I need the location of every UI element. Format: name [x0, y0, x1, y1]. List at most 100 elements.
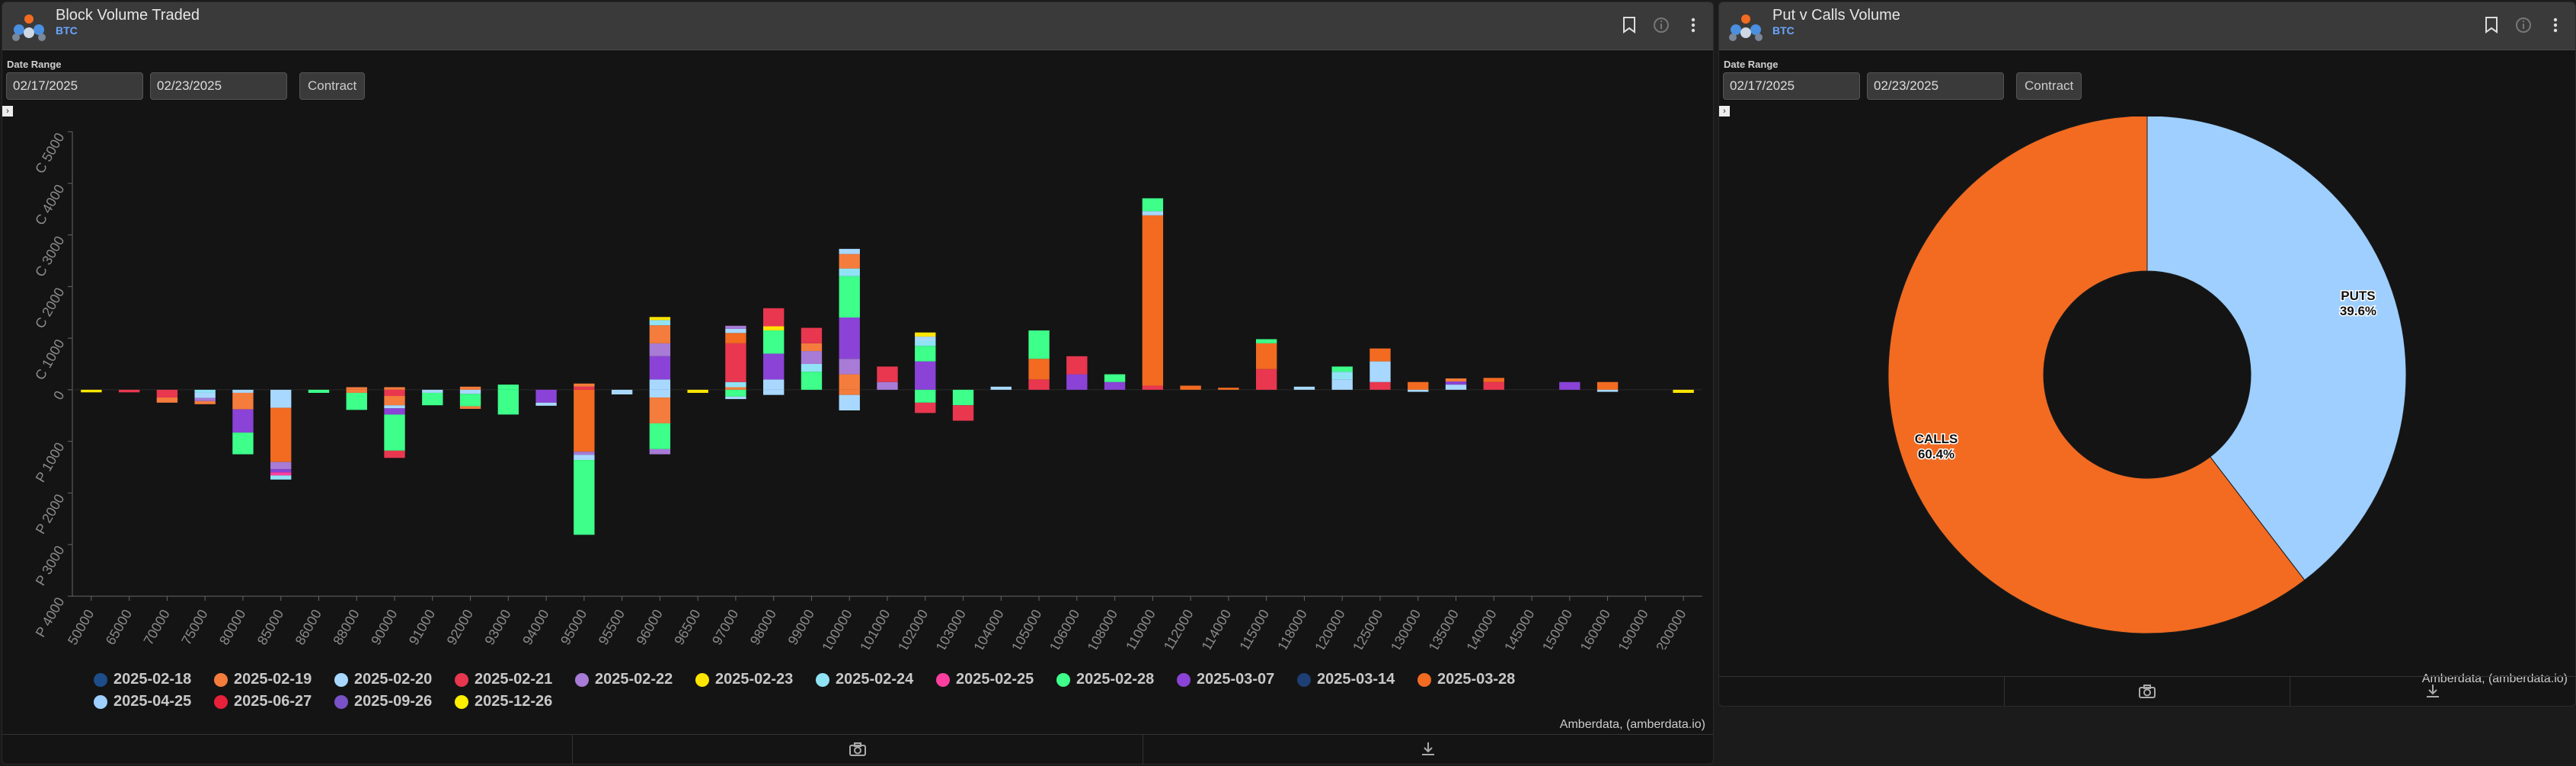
bar-segment-call[interactable]	[574, 383, 595, 387]
bar-segment-call[interactable]	[763, 353, 785, 380]
bar-segment-call[interactable]	[801, 364, 823, 372]
legend-item[interactable]: 2025-04-25	[94, 693, 214, 710]
bar-segment-call[interactable]	[915, 346, 936, 362]
bar-segment-call[interactable]	[839, 359, 860, 375]
bar-segment-put[interactable]	[763, 389, 785, 395]
bar-segment-put[interactable]	[346, 389, 367, 393]
bar-segment-call[interactable]	[839, 248, 860, 254]
end-date-input[interactable]	[150, 72, 287, 100]
bar-segment-call[interactable]	[649, 317, 671, 321]
legend-item[interactable]: 2025-03-28	[1417, 671, 1538, 688]
bar-segment-put[interactable]	[270, 389, 292, 408]
bar-segment-call[interactable]	[1218, 388, 1239, 390]
bar-segment-put[interactable]	[1408, 389, 1429, 392]
legend-item[interactable]: 2025-02-21	[455, 671, 575, 688]
bar-segment-put[interactable]	[459, 389, 481, 394]
bar-segment-call[interactable]	[649, 320, 671, 326]
bar-segment-call[interactable]	[839, 318, 860, 359]
bar-segment-put[interactable]	[194, 389, 216, 393]
donut-slice-calls[interactable]	[1887, 116, 2306, 634]
bar-segment-call[interactable]	[1445, 378, 1467, 382]
bar-segment-call[interactable]	[1142, 215, 1164, 386]
bar-segment-put[interactable]	[839, 394, 860, 410]
bar-segment-put[interactable]	[839, 389, 860, 395]
bar-segment-put[interactable]	[346, 392, 367, 410]
info-icon[interactable]	[1652, 16, 1670, 34]
legend-item[interactable]: 2025-02-23	[695, 671, 816, 688]
bar-segment-call[interactable]	[649, 343, 671, 356]
bar-segment-call[interactable]	[1028, 359, 1050, 380]
legend-item[interactable]: 2025-02-24	[816, 671, 936, 688]
collapse-toggle-icon[interactable]: ›	[1719, 106, 1730, 116]
bar-segment-call[interactable]	[1028, 379, 1050, 390]
bar-segment-call[interactable]	[1331, 372, 1353, 380]
collapse-toggle-icon[interactable]: ›	[2, 106, 13, 116]
bar-segment-call[interactable]	[915, 332, 936, 337]
bar-segment-put[interactable]	[384, 405, 405, 409]
bar-segment-call[interactable]	[725, 328, 746, 334]
bar-segment-put[interactable]	[308, 389, 330, 393]
camera-icon[interactable]	[573, 735, 1143, 764]
bar-segment-call[interactable]	[725, 325, 746, 329]
bar-segment-call[interactable]	[1066, 356, 1088, 375]
bar-segment-call[interactable]	[1596, 381, 1619, 390]
bar-segment-call[interactable]	[1408, 381, 1429, 390]
bar-segment-call[interactable]	[1142, 385, 1164, 390]
contract-button[interactable]: Contract	[2016, 72, 2082, 100]
camera-icon[interactable]	[2005, 677, 2290, 706]
bar-segment-call[interactable]	[725, 343, 746, 382]
bar-segment-call[interactable]	[1369, 361, 1391, 382]
bar-segment-call[interactable]	[763, 379, 785, 390]
bar-segment-call[interactable]	[1255, 343, 1277, 369]
bar-segment-call[interactable]	[1066, 374, 1088, 390]
bar-segment-put[interactable]	[574, 389, 595, 452]
bar-segment-call[interactable]	[801, 372, 823, 390]
bar-segment-call[interactable]	[763, 330, 785, 354]
bar-segment-put[interactable]	[574, 452, 595, 455]
bar-segment-call[interactable]	[839, 276, 860, 318]
bar-segment-call[interactable]	[1483, 381, 1504, 390]
more-vertical-icon[interactable]	[2546, 16, 2565, 34]
download-icon[interactable]	[2290, 677, 2575, 706]
bar-segment-call[interactable]	[839, 374, 860, 390]
bar-segment-call[interactable]	[990, 386, 1012, 390]
bar-segment-put[interactable]	[270, 407, 292, 462]
bar-segment-put[interactable]	[1673, 389, 1694, 393]
bar-segment-call[interactable]	[725, 387, 746, 390]
bar-segment-put[interactable]	[611, 389, 633, 394]
bar-segment-put[interactable]	[915, 402, 936, 413]
bar-segment-put[interactable]	[574, 455, 595, 461]
bar-segment-call[interactable]	[915, 340, 936, 346]
bar-segment-put[interactable]	[915, 389, 936, 403]
legend-item[interactable]: 2025-09-26	[334, 693, 455, 710]
bar-segment-call[interactable]	[1331, 366, 1353, 372]
bar-segment-put[interactable]	[270, 469, 292, 473]
bar-segment-call[interactable]	[763, 326, 785, 330]
donut-slice-puts[interactable]	[2146, 116, 2407, 581]
download-icon[interactable]	[1143, 735, 1713, 764]
bar-segment-call[interactable]	[839, 254, 860, 269]
bar-segment-put[interactable]	[384, 396, 405, 406]
bar-segment-call[interactable]	[725, 333, 746, 343]
bar-segment-call[interactable]	[1445, 381, 1467, 385]
bar-segment-call[interactable]	[497, 385, 519, 390]
bar-segment-call[interactable]	[801, 351, 823, 364]
bar-segment-put[interactable]	[156, 397, 178, 403]
bar-segment-call[interactable]	[1559, 381, 1580, 390]
bar-segment-put[interactable]	[725, 396, 746, 400]
bar-segment-call[interactable]	[1142, 198, 1164, 212]
bar-segment-call[interactable]	[1142, 211, 1164, 215]
bar-segment-call[interactable]	[839, 268, 860, 276]
legend-item[interactable]: 2025-02-19	[214, 671, 334, 688]
legend-item[interactable]: 2025-02-18	[94, 671, 214, 688]
legend-item[interactable]: 2025-03-14	[1297, 671, 1417, 688]
bar-segment-put[interactable]	[384, 450, 405, 458]
bar-segment-put[interactable]	[1596, 389, 1619, 392]
bar-segment-call[interactable]	[915, 337, 936, 341]
bar-segment-call[interactable]	[1180, 385, 1201, 390]
bar-segment-put[interactable]	[649, 423, 671, 449]
bar-segment-put[interactable]	[270, 461, 292, 470]
bar-segment-put[interactable]	[649, 448, 671, 455]
legend-item[interactable]: 2025-02-22	[575, 671, 695, 688]
bar-segment-call[interactable]	[877, 366, 898, 382]
